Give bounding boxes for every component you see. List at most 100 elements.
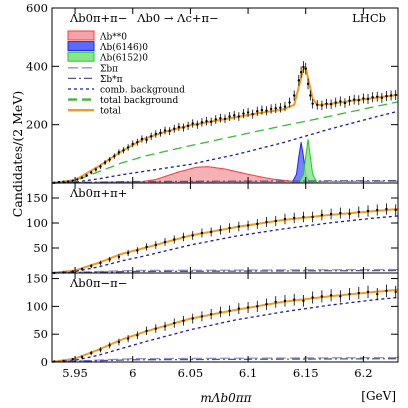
decay-label: Λb0 → Λc+π− (136, 11, 219, 25)
data-point (265, 298, 268, 310)
data-marker (237, 115, 241, 118)
data-point (385, 91, 388, 102)
data-marker (182, 319, 185, 323)
series-line (51, 215, 399, 274)
data-marker (159, 131, 162, 135)
data-marker (357, 98, 360, 102)
brand-label: LHCb (352, 11, 386, 25)
data-marker (320, 295, 324, 298)
data-marker (339, 100, 342, 103)
data-marker (99, 348, 102, 351)
legend-item: Λb**0 (67, 30, 127, 43)
data-point (149, 132, 153, 141)
data-point (94, 167, 98, 172)
data-marker (168, 129, 171, 133)
data-marker (145, 329, 148, 333)
data-point (76, 178, 79, 181)
y-tick-label: 100 (26, 299, 48, 313)
data-marker (80, 355, 84, 359)
data-marker (126, 337, 130, 340)
legend-swatch (67, 41, 95, 52)
data-marker (329, 212, 333, 216)
data-point (246, 301, 250, 313)
data-point (182, 316, 185, 326)
data-marker (173, 321, 176, 325)
data-marker (299, 70, 303, 74)
data-point (103, 160, 107, 166)
data-point (357, 286, 360, 300)
data-point (283, 213, 287, 225)
data-marker (85, 174, 88, 177)
data-marker (223, 117, 227, 121)
data-point (385, 203, 388, 215)
panel-frame (51, 272, 399, 363)
data-marker (149, 135, 153, 138)
data-point (140, 135, 144, 143)
data-marker (145, 138, 148, 142)
data-marker (362, 97, 365, 100)
data-point (196, 120, 199, 129)
data-point (311, 98, 314, 109)
data-point (348, 95, 351, 106)
data-marker (94, 168, 98, 171)
data-marker (394, 290, 397, 294)
data-marker (385, 94, 388, 98)
panel-bottom: 0 50 100 150 5.95 6 6.05 6.1 6.15 6.2 Λb0π−π− (26, 272, 399, 380)
data-marker (256, 110, 259, 113)
data-point (256, 106, 259, 116)
data-point (200, 311, 204, 322)
data-marker (131, 142, 134, 146)
data-marker (191, 317, 194, 320)
data-point (288, 97, 291, 108)
data-point (182, 123, 185, 132)
data-point (117, 149, 121, 156)
data-point (343, 98, 347, 108)
data-marker (306, 82, 310, 86)
y-tick-label: 50 (33, 241, 48, 255)
data-marker (304, 67, 307, 70)
panel-label: Λb0π+π+ (69, 186, 127, 200)
legend-swatch (67, 30, 95, 41)
data-point (237, 303, 241, 315)
data-marker (339, 295, 342, 298)
data-marker (228, 309, 231, 313)
data-point (256, 300, 259, 312)
data-point (90, 264, 93, 268)
legend-item: Λb(6152)0 (67, 51, 148, 64)
data-point (348, 287, 351, 301)
data-marker (311, 215, 314, 219)
data-point (265, 106, 268, 116)
data-marker (389, 94, 393, 97)
data-point (293, 212, 296, 224)
data-point (177, 122, 181, 132)
legend-label: Λb(6152)0 (99, 53, 148, 64)
data-marker (117, 340, 121, 344)
data-point (302, 61, 305, 73)
data-marker (371, 96, 374, 99)
data-marker (311, 296, 314, 299)
data-point (163, 126, 167, 135)
data-point (316, 100, 319, 110)
data-marker (99, 261, 102, 265)
component-fill (297, 139, 319, 184)
data-point (394, 89, 397, 100)
data-point (320, 100, 324, 111)
data-point (219, 225, 222, 235)
data-point (126, 249, 130, 257)
data-marker (352, 98, 356, 101)
data-point (191, 313, 194, 324)
data-point (246, 107, 250, 117)
data-point (334, 97, 337, 108)
data-point (66, 180, 70, 183)
legend-swatch (67, 51, 95, 62)
data-point (80, 267, 84, 271)
data-point (394, 204, 397, 216)
data-point (246, 220, 250, 231)
data-marker (237, 225, 241, 228)
data-point (200, 228, 204, 238)
data-point (62, 359, 65, 363)
data-point (320, 290, 324, 303)
data-marker (200, 121, 204, 124)
data-point (200, 118, 204, 127)
data-marker (394, 208, 397, 212)
